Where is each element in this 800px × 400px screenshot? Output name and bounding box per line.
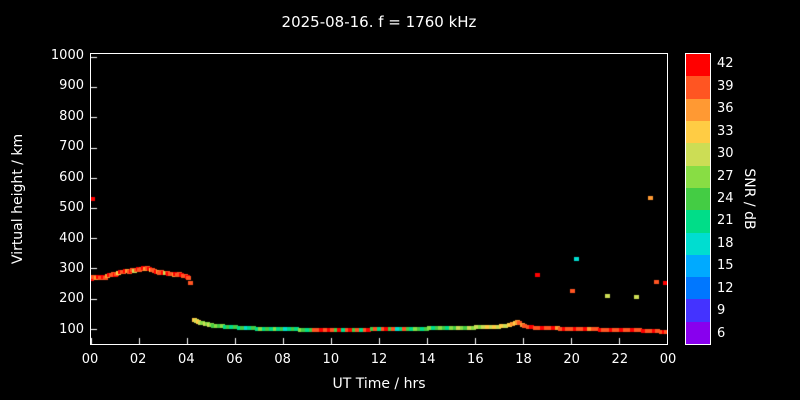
y-tick-label: 300: [59, 260, 84, 276]
colorbar-segment: [686, 187, 710, 211]
x-tick-label: 08: [274, 352, 291, 367]
y-axis-label: Virtual height / km: [10, 133, 26, 265]
y-tick-label: 200: [59, 291, 84, 307]
x-tick-label: 14: [418, 352, 436, 367]
colorbar-segment: [686, 210, 710, 233]
chart-title: 2025-08-16. f = 1760 kHz: [281, 13, 477, 31]
colorbar-segment: [686, 120, 710, 144]
x-tick-label: 00: [659, 352, 677, 367]
colorbar-tick-label: 12: [717, 280, 734, 296]
y-tick-label: 800: [59, 108, 84, 124]
x-tick-label: 00: [81, 352, 99, 367]
colorbar-segment: [686, 277, 710, 300]
x-tick-label: 12: [370, 352, 388, 367]
x-tick-label: 04: [178, 352, 195, 367]
x-tick-label: 18: [515, 352, 532, 367]
colorbar-tick-label: 36: [717, 101, 734, 117]
colorbar-segment: [686, 165, 710, 188]
colorbar-segment: [686, 299, 710, 322]
plot-area: [90, 53, 668, 345]
y-tick-label: 1000: [50, 48, 84, 64]
scatter-plot-canvas: [91, 54, 667, 344]
x-tick-label: 16: [467, 352, 484, 367]
colorbar-tick-label: 15: [717, 258, 734, 274]
colorbar-tick-label: 6: [717, 325, 726, 341]
x-axis-label: UT Time / hrs: [332, 376, 426, 392]
x-tick-label: 10: [322, 352, 340, 367]
colorbar-tick-label: 27: [717, 168, 734, 184]
colorbar-tick-label: 9: [717, 303, 726, 319]
colorbar-tick-label: 21: [717, 213, 734, 229]
colorbar-tick-label: 18: [717, 235, 734, 251]
x-tick-label: 06: [226, 352, 243, 367]
colorbar-segment: [686, 143, 710, 166]
y-tick-label: 400: [59, 230, 84, 246]
y-tick-label: 700: [59, 139, 84, 155]
colorbar-segment: [686, 54, 710, 77]
colorbar-tick-label: 24: [717, 191, 734, 206]
colorbar-tick-label: 33: [717, 123, 734, 139]
colorbar-segment: [686, 321, 710, 345]
x-tick-label: 22: [611, 352, 629, 367]
colorbar-segment: [686, 76, 710, 99]
y-tick-label: 600: [59, 169, 84, 185]
colorbar-tick-label: 42: [717, 56, 734, 72]
colorbar-tick-label: 39: [717, 78, 734, 94]
y-tick-label: 900: [59, 78, 84, 94]
colorbar-tick-label: 30: [717, 146, 734, 162]
x-tick-label: 20: [563, 352, 580, 367]
colorbar-segment: [686, 98, 710, 121]
y-tick-label: 500: [59, 200, 84, 216]
colorbar-segment: [686, 232, 710, 255]
colorbar: [685, 53, 711, 345]
y-tick-label: 100: [59, 321, 84, 337]
colorbar-segment: [686, 254, 710, 278]
x-tick-label: 02: [129, 352, 147, 367]
colorbar-label: SNR / dB: [741, 168, 757, 230]
